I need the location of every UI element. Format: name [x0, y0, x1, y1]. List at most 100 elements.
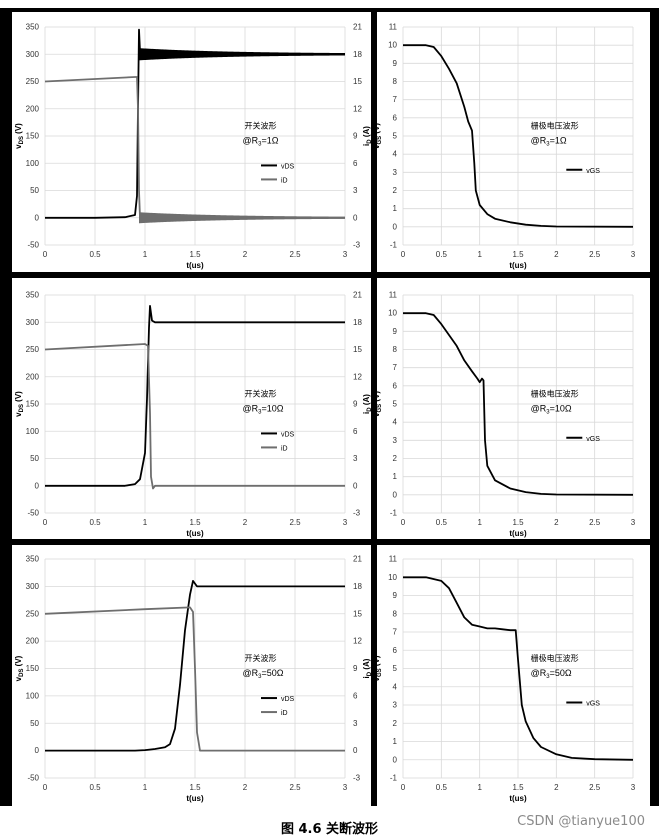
- series-line-iD: [44, 343, 345, 490]
- chart-switch-10ohm: -50 0 50 100 150 200 250 300 350 0 0.5 1 1.5 2 2.5 3 -3 0…: [14, 291, 373, 539]
- series-line-vGS: [403, 312, 634, 496]
- x-tick-label: 1: [477, 250, 482, 259]
- y-tick-label: 10: [388, 41, 397, 50]
- y-tick-label: 7: [393, 628, 398, 637]
- y-tick-label: 100: [26, 427, 40, 436]
- x-tick-label: 3: [343, 250, 348, 259]
- y2-tick-label: 0: [353, 481, 358, 490]
- y2-tick-label: 15: [353, 609, 362, 618]
- x-tick-label: 1.5: [189, 783, 201, 792]
- x-tick-label: 0.5: [436, 250, 448, 259]
- y-tick-label: 100: [26, 691, 40, 700]
- x-tick-label: 1.5: [512, 518, 524, 527]
- y-tick-label: -1: [390, 509, 398, 518]
- x-tick-label: 2: [243, 783, 248, 792]
- y2-tick-label: 0: [353, 746, 358, 755]
- y-tick-label: 0: [393, 222, 398, 231]
- y-tick-label: 2: [393, 719, 398, 728]
- y2-tick-label: 6: [353, 691, 358, 700]
- y-tick-label: 10: [388, 573, 397, 582]
- x-tick-label: 1: [477, 518, 482, 527]
- y2-tick-label: 12: [353, 104, 362, 113]
- legend-label-vDS: vDS: [281, 696, 295, 703]
- y-tick-label: 6: [393, 646, 398, 655]
- y-tick-label: 50: [30, 454, 39, 463]
- x-tick-label: 0: [401, 783, 406, 792]
- x-tick-label: 2.5: [589, 783, 601, 792]
- y-tick-label: 50: [30, 186, 39, 195]
- x-axis-title: t(us): [509, 529, 527, 538]
- legend-label-vGS: vGS: [586, 168, 600, 175]
- y-tick-label: 11: [389, 23, 398, 32]
- legend-label-vDS: vDS: [281, 431, 295, 438]
- y-tick-label: 6: [393, 113, 398, 122]
- y2-axis-title: iD (A): [362, 658, 373, 678]
- series-line-vGS: [403, 576, 634, 761]
- x-tick-label: 3: [343, 783, 348, 792]
- y-axis-title: vDS (V): [14, 655, 25, 681]
- y-tick-label: 8: [393, 345, 398, 354]
- panel-frame-3: [377, 278, 650, 539]
- y2-tick-label: 12: [353, 637, 362, 646]
- y2-tick-label: 3: [353, 719, 358, 728]
- y2-tick-label: 15: [353, 77, 362, 86]
- y-tick-label: 3: [393, 436, 398, 445]
- y-tick-label: 4: [393, 418, 398, 427]
- y-tick-label: 300: [26, 582, 40, 591]
- chart-switch-50ohm: -50 0 50 100 150 200 250 300 350 0 0.5 1 1.5 2 2.5 3 -3 0…: [14, 555, 373, 804]
- x-tick-label: 0: [43, 783, 48, 792]
- y-tick-label: 9: [393, 327, 398, 336]
- figure-caption: 图 4.6 关断波形: [280, 822, 379, 837]
- x-tick-label: 2.5: [289, 250, 301, 259]
- y-axis-title: vGS (V): [372, 655, 383, 681]
- y-tick-label: 150: [26, 664, 40, 673]
- x-tick-label: 0.5: [89, 518, 101, 527]
- x-tick-label: 0.5: [436, 518, 448, 527]
- y2-tick-label: 3: [353, 454, 358, 463]
- x-tick-label: 1.5: [189, 250, 201, 259]
- y-tick-label: 2: [393, 186, 398, 195]
- x-tick-label: 0: [401, 518, 406, 527]
- x-tick-label: 2.5: [289, 783, 301, 792]
- y-tick-label: 4: [393, 682, 398, 691]
- y-tick-label: -50: [27, 241, 39, 250]
- y-tick-label: 150: [26, 400, 40, 409]
- y2-tick-label: 0: [353, 213, 358, 222]
- y-tick-label: 350: [26, 23, 40, 32]
- y2-tick-label: -3: [353, 241, 361, 250]
- y-axis-title: vGS (V): [372, 123, 383, 149]
- y-tick-label: 3: [393, 701, 398, 710]
- y2-tick-label: 18: [353, 582, 362, 591]
- x-tick-label: 1.5: [512, 250, 524, 259]
- y-tick-label: 8: [393, 609, 398, 618]
- chart-switch-1ohm: -50 0 50 100 150 200 250 300 350 0 0.5 1 1.5 2 2.5 3 -3 0…: [14, 23, 373, 271]
- annotation-param: @R3=50Ω: [531, 668, 572, 680]
- annotation-param: @R3=1Ω: [531, 135, 567, 147]
- legend-label-iD: iD: [281, 710, 288, 717]
- y-tick-label: 50: [30, 719, 39, 728]
- legend-label-iD: iD: [281, 445, 288, 452]
- y-tick-label: 4: [393, 150, 398, 159]
- x-tick-label: 2: [554, 518, 559, 527]
- annotation-param: @R3=10Ω: [531, 403, 572, 415]
- y2-tick-label: 6: [353, 427, 358, 436]
- y-tick-label: 7: [393, 95, 398, 104]
- y2-tick-label: 21: [353, 291, 362, 300]
- y-tick-label: 9: [393, 591, 398, 600]
- legend-label-iD: iD: [281, 177, 288, 184]
- x-tick-label: 3: [631, 250, 636, 259]
- watermark: CSDN @tianyue100: [517, 814, 645, 829]
- y2-tick-label: 18: [353, 318, 362, 327]
- x-axis-title: t(us): [186, 794, 204, 803]
- x-axis-title: t(us): [186, 529, 204, 538]
- x-tick-label: 1: [143, 518, 148, 527]
- legend-label-vDS: vDS: [281, 163, 295, 170]
- panel-frame-2: [12, 278, 371, 539]
- y2-axis-title: iD (A): [362, 394, 373, 414]
- annotation-title: 开关波形: [245, 388, 277, 398]
- series-line-vDS: [45, 28, 345, 219]
- series-line-vDS: [45, 580, 345, 752]
- y-tick-label: 150: [26, 132, 40, 141]
